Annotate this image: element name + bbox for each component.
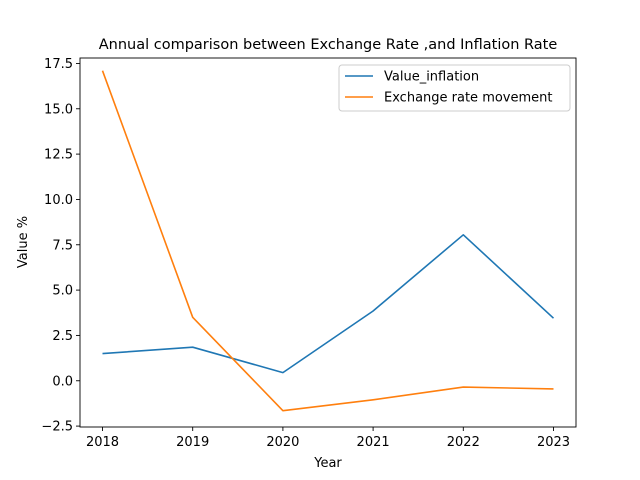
legend-box (338, 64, 571, 112)
legend-label: Exchange rate movement (384, 91, 553, 106)
x-axis-label: Year (313, 456, 342, 471)
x-tick-label: 2018 (86, 435, 119, 450)
x-tick-label: 2020 (266, 435, 299, 450)
y-axis-ticks: −2.5 0.0 2.5 5.0 7.5 10.0 12.5 15.0 17.5 (41, 57, 80, 435)
y-axis-label: Value % (16, 216, 31, 268)
y-tick-label: 2.5 (52, 329, 73, 344)
y-tick-label: 12.5 (44, 148, 73, 163)
chart-title: Annual comparison between Exchange Rate … (99, 37, 558, 53)
y-tick-label: 7.5 (52, 238, 73, 253)
x-tick-label: 2022 (447, 435, 480, 450)
y-tick-label: −2.5 (41, 420, 73, 435)
x-tick-label: 2019 (176, 435, 209, 450)
y-tick-label: 0.0 (52, 374, 73, 389)
y-tick-label: 10.0 (44, 193, 73, 208)
y-tick-label: 15.0 (44, 102, 73, 117)
series-line-exchange-rate-movement (101, 70, 554, 412)
x-tick-label: 2021 (357, 435, 390, 450)
series-line-value-inflation (102, 234, 555, 374)
y-tick-label: 17.5 (44, 57, 73, 72)
x-axis-ticks: 2018 2019 2020 2021 2022 2023 (86, 427, 570, 450)
series-lines (101, 70, 555, 412)
x-tick-label: 2023 (537, 435, 570, 450)
legend: Value_inflation Exchange rate movement (338, 64, 571, 112)
plot-frame (79, 57, 577, 428)
legend-label: Value_inflation (384, 70, 479, 85)
y-tick-label: 5.0 (52, 284, 73, 299)
